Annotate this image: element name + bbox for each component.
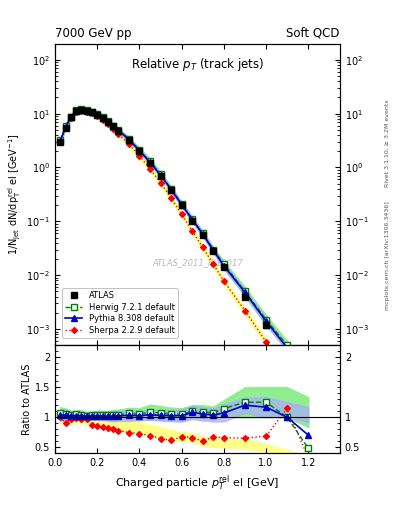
Text: Relative $p_T$ (track jets): Relative $p_T$ (track jets) xyxy=(131,56,264,73)
Text: mcplots.cern.ch [arXiv:1306.3436]: mcplots.cern.ch [arXiv:1306.3436] xyxy=(385,202,389,310)
Text: Rivet 3.1.10, ≥ 3.2M events: Rivet 3.1.10, ≥ 3.2M events xyxy=(385,99,389,187)
Legend: ATLAS, Herwig 7.2.1 default, Pythia 8.308 default, Sherpa 2.2.9 default: ATLAS, Herwig 7.2.1 default, Pythia 8.30… xyxy=(62,288,178,338)
Y-axis label: Ratio to ATLAS: Ratio to ATLAS xyxy=(22,364,32,435)
X-axis label: Charged particle $p_T^{\rm rel}$ el [GeV]: Charged particle $p_T^{\rm rel}$ el [GeV… xyxy=(116,474,279,493)
Text: Soft QCD: Soft QCD xyxy=(286,27,340,40)
Text: 7000 GeV pp: 7000 GeV pp xyxy=(55,27,132,40)
Text: ATLAS_2011_I919017: ATLAS_2011_I919017 xyxy=(152,258,243,267)
Y-axis label: 1/N$_\mathregular{jet}$ dN/dp$_\mathregular{T}^\mathregular{rel}$ el [GeV$^{-1}$: 1/N$_\mathregular{jet}$ dN/dp$_\mathregu… xyxy=(7,134,24,255)
